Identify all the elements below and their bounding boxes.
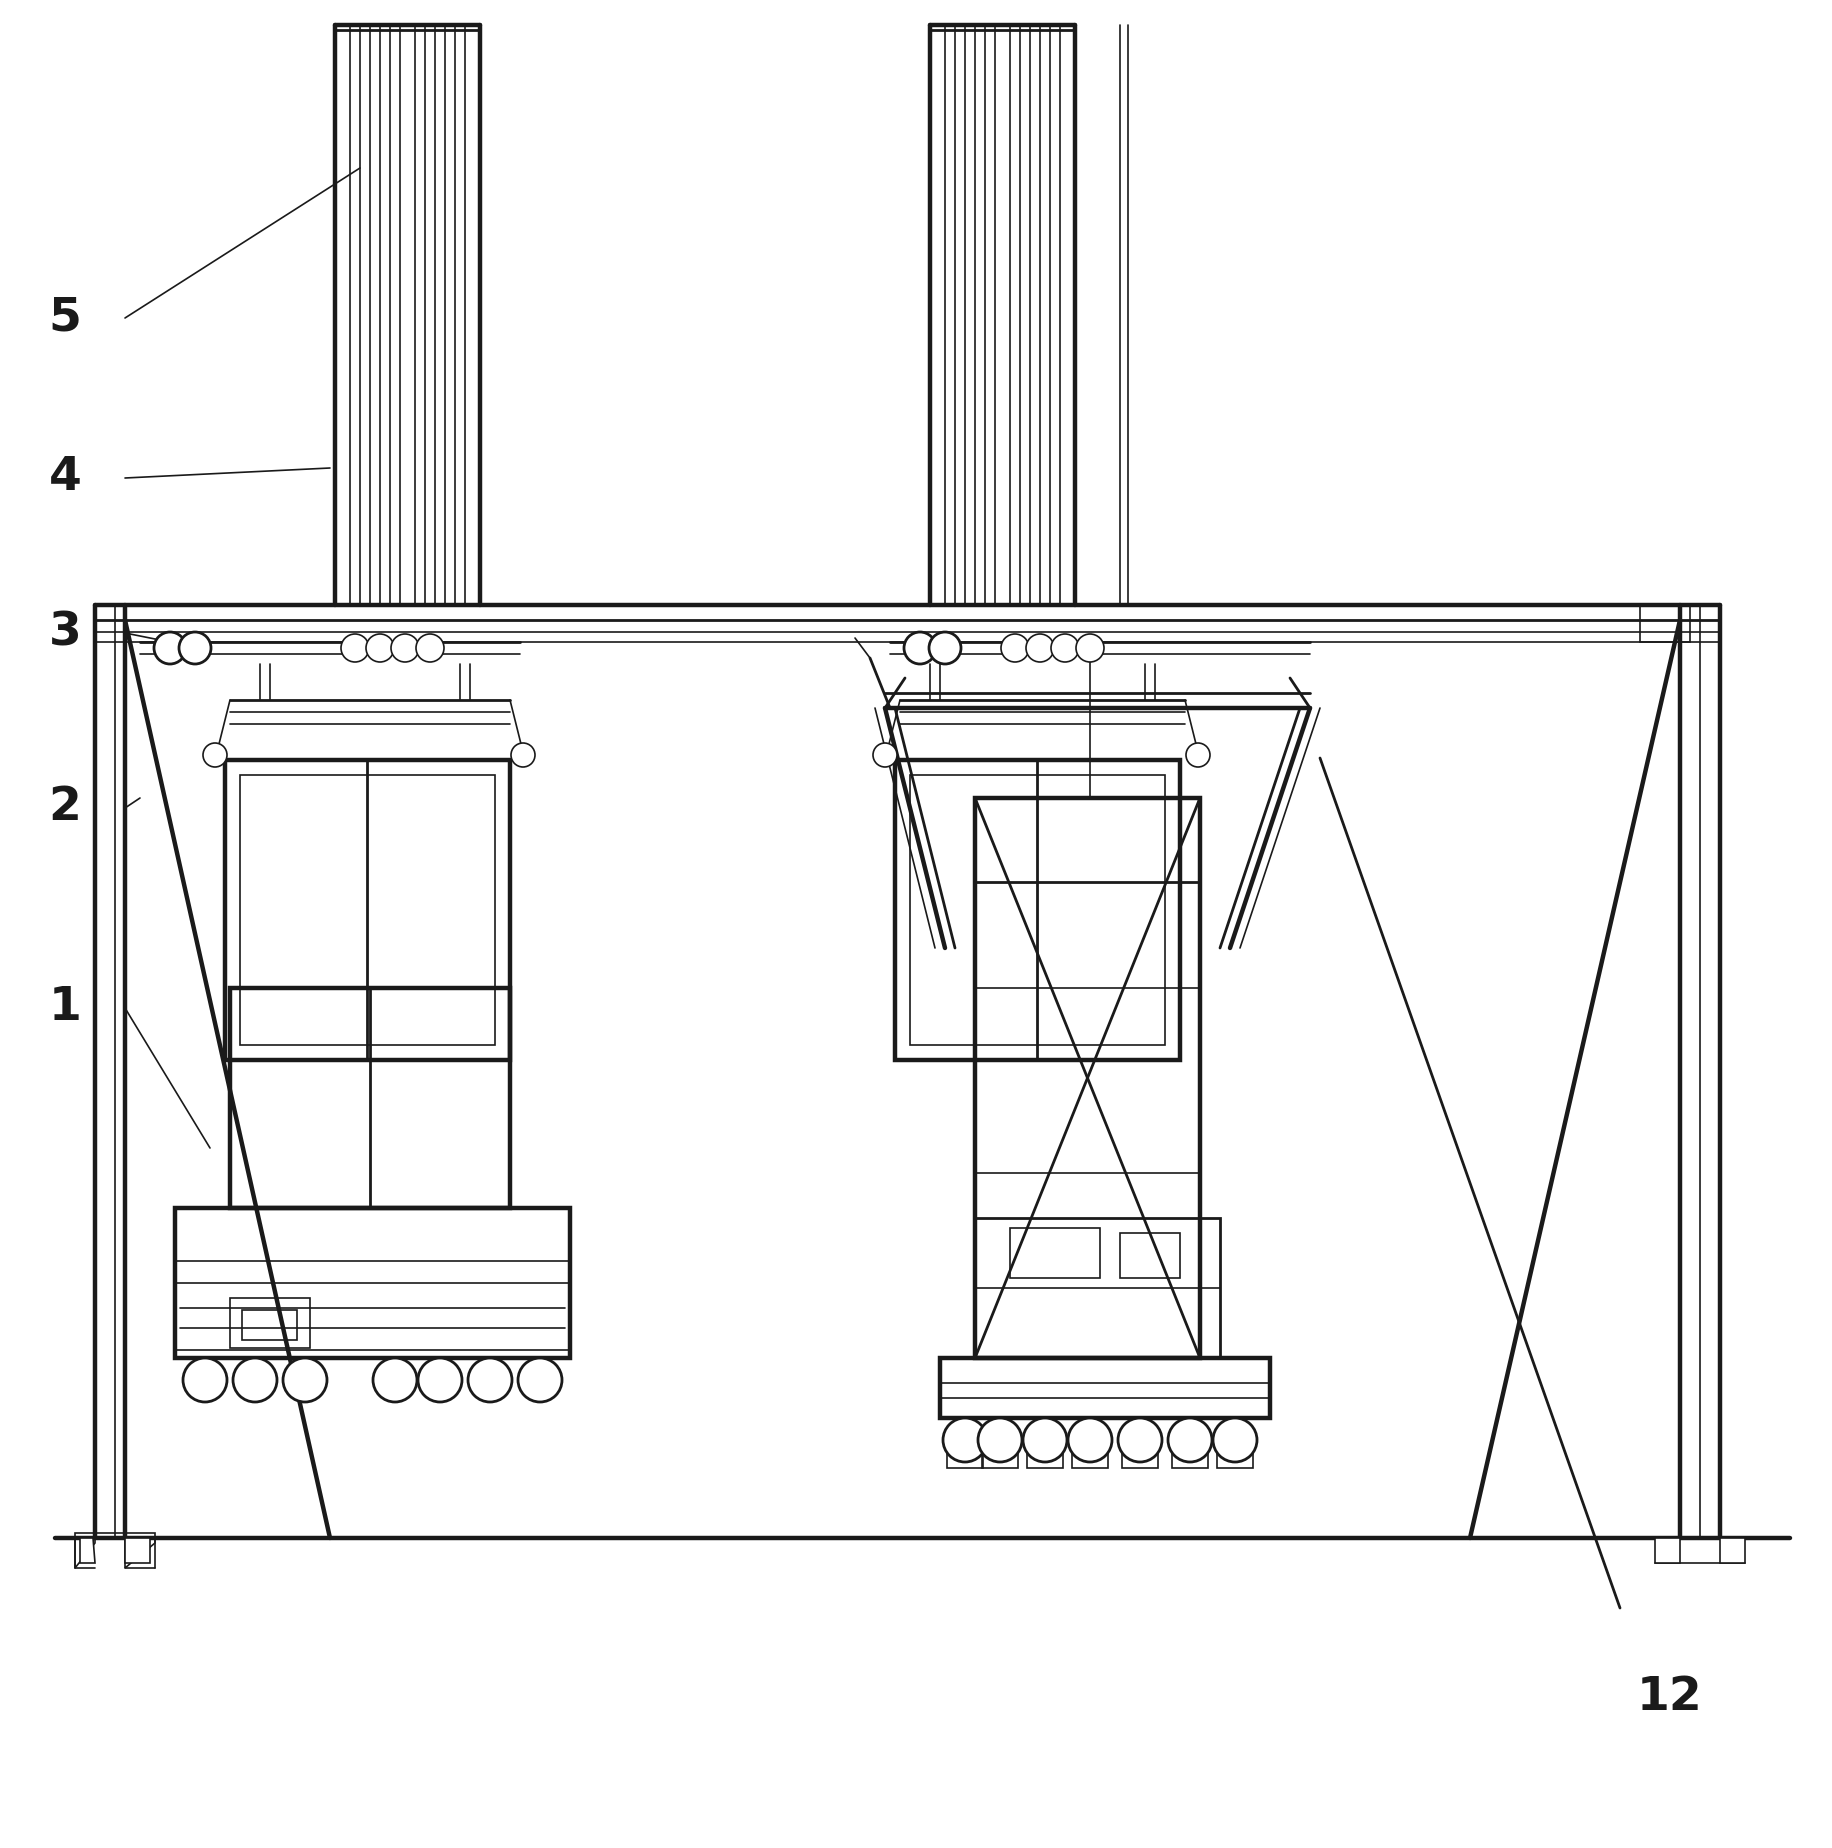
Bar bbox=[947, 1440, 982, 1467]
Bar bbox=[1026, 1440, 1063, 1467]
Bar bbox=[229, 1297, 310, 1347]
Bar bbox=[229, 989, 509, 1209]
Bar bbox=[894, 760, 1180, 1061]
Circle shape bbox=[467, 1358, 511, 1403]
Bar bbox=[174, 1209, 570, 1358]
Circle shape bbox=[203, 743, 227, 767]
Polygon shape bbox=[81, 1538, 95, 1563]
Bar bbox=[975, 1218, 1220, 1358]
Bar bbox=[240, 774, 495, 1044]
Text: 1: 1 bbox=[48, 985, 81, 1031]
Circle shape bbox=[233, 1358, 277, 1403]
Bar bbox=[909, 774, 1165, 1044]
Circle shape bbox=[390, 634, 420, 662]
Circle shape bbox=[518, 1358, 562, 1403]
Bar bbox=[1009, 1229, 1099, 1279]
Circle shape bbox=[180, 632, 211, 663]
Circle shape bbox=[1185, 743, 1209, 767]
Circle shape bbox=[366, 634, 394, 662]
Circle shape bbox=[929, 632, 960, 663]
Circle shape bbox=[1213, 1417, 1257, 1462]
Polygon shape bbox=[125, 1538, 150, 1563]
Circle shape bbox=[341, 634, 368, 662]
Circle shape bbox=[1075, 634, 1103, 662]
Circle shape bbox=[416, 634, 443, 662]
Text: 5: 5 bbox=[48, 296, 81, 340]
Bar bbox=[1121, 1440, 1158, 1467]
Polygon shape bbox=[1718, 1538, 1744, 1563]
Circle shape bbox=[1068, 1417, 1112, 1462]
Circle shape bbox=[942, 1417, 986, 1462]
Circle shape bbox=[282, 1358, 326, 1403]
Circle shape bbox=[183, 1358, 227, 1403]
Circle shape bbox=[372, 1358, 416, 1403]
Circle shape bbox=[1000, 634, 1028, 662]
Bar bbox=[1640, 604, 1689, 641]
Circle shape bbox=[1026, 634, 1053, 662]
Text: 3: 3 bbox=[49, 610, 81, 656]
Circle shape bbox=[1050, 634, 1079, 662]
Polygon shape bbox=[1654, 1538, 1680, 1563]
Text: 2: 2 bbox=[48, 785, 81, 830]
Bar bbox=[225, 760, 509, 1061]
Bar bbox=[940, 1358, 1270, 1417]
Circle shape bbox=[1167, 1417, 1211, 1462]
Bar bbox=[982, 1440, 1017, 1467]
Text: 12: 12 bbox=[1636, 1676, 1702, 1720]
Bar bbox=[242, 1310, 297, 1340]
Text: 4: 4 bbox=[48, 455, 81, 501]
Bar bbox=[1171, 1440, 1207, 1467]
Circle shape bbox=[418, 1358, 462, 1403]
Circle shape bbox=[1022, 1417, 1066, 1462]
Circle shape bbox=[154, 632, 185, 663]
Circle shape bbox=[1118, 1417, 1161, 1462]
Bar bbox=[1216, 1440, 1253, 1467]
Circle shape bbox=[872, 743, 896, 767]
Bar bbox=[1119, 1233, 1180, 1279]
Circle shape bbox=[978, 1417, 1022, 1462]
Circle shape bbox=[903, 632, 936, 663]
Circle shape bbox=[511, 743, 535, 767]
Bar bbox=[975, 798, 1200, 1358]
Bar bbox=[1072, 1440, 1107, 1467]
